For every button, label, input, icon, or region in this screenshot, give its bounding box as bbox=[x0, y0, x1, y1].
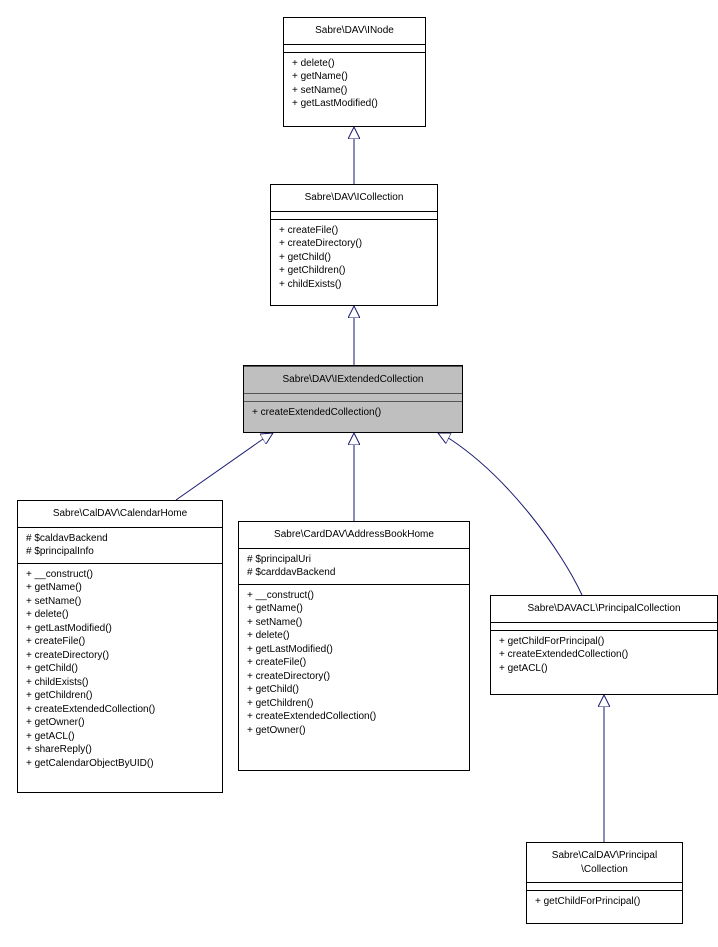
uml-line: + createFile() bbox=[279, 224, 429, 238]
uml-node-calprincipal: Sabre\CalDAV\Principal \Collection + get… bbox=[526, 842, 683, 924]
uml-line: + getLastModified() bbox=[26, 622, 214, 636]
uml-attrs bbox=[491, 622, 717, 630]
uml-line: + delete() bbox=[247, 629, 461, 643]
uml-title: Sabre\DAV\INode bbox=[284, 18, 425, 44]
uml-line: + getName() bbox=[292, 70, 417, 84]
uml-line: + createExtendedCollection() bbox=[247, 710, 461, 724]
uml-methods: + __construct()+ getName()+ setName()+ d… bbox=[18, 563, 222, 775]
uml-line: + getChildren() bbox=[279, 264, 429, 278]
uml-line: + createExtendedCollection() bbox=[499, 648, 709, 662]
uml-line: + getChild() bbox=[247, 683, 461, 697]
uml-line: + getLastModified() bbox=[247, 643, 461, 657]
uml-methods: + __construct()+ getName()+ setName()+ d… bbox=[239, 584, 469, 742]
uml-methods: + createFile()+ createDirectory()+ getCh… bbox=[271, 219, 437, 296]
uml-line: + getName() bbox=[26, 581, 214, 595]
uml-title: Sabre\CardDAV\AddressBookHome bbox=[239, 522, 469, 548]
uml-methods: + delete()+ getName()+ setName()+ getLas… bbox=[284, 52, 425, 115]
uml-line: + getCalendarObjectByUID() bbox=[26, 757, 214, 771]
uml-line: + getName() bbox=[247, 602, 461, 616]
uml-methods: + getChildForPrincipal()+ createExtended… bbox=[491, 630, 717, 680]
uml-line: + getOwner() bbox=[247, 724, 461, 738]
uml-title: Sabre\CalDAV\CalendarHome bbox=[18, 501, 222, 527]
uml-node-inode: Sabre\DAV\INode + delete()+ getName()+ s… bbox=[283, 17, 426, 127]
uml-line: + setName() bbox=[26, 595, 214, 609]
uml-line: + delete() bbox=[292, 57, 417, 71]
uml-line: + createExtendedCollection() bbox=[26, 703, 214, 717]
uml-line: + getChild() bbox=[26, 662, 214, 676]
uml-methods: + getChildForPrincipal() bbox=[527, 890, 682, 913]
uml-line: + getChild() bbox=[279, 251, 429, 265]
uml-edges bbox=[10, 10, 718, 937]
uml-line: + createFile() bbox=[247, 656, 461, 670]
uml-line: + createDirectory() bbox=[247, 670, 461, 684]
uml-node-addressbookhome: Sabre\CardDAV\AddressBookHome # $princip… bbox=[238, 521, 470, 771]
uml-node-principalcollection: Sabre\DAVACL\PrincipalCollection + getCh… bbox=[490, 595, 718, 695]
uml-line: + setName() bbox=[247, 616, 461, 630]
uml-line: + getOwner() bbox=[26, 716, 214, 730]
uml-title: Sabre\DAVACL\PrincipalCollection bbox=[491, 596, 717, 622]
uml-attrs bbox=[271, 211, 437, 219]
uml-node-iextendedcollection: Sabre\DAV\IExtendedCollection + createEx… bbox=[243, 365, 463, 433]
uml-line: + childExists() bbox=[26, 676, 214, 690]
uml-line: + setName() bbox=[292, 84, 417, 98]
uml-title: Sabre\DAV\IExtendedCollection bbox=[244, 366, 462, 393]
uml-line: + createFile() bbox=[26, 635, 214, 649]
uml-line: + createDirectory() bbox=[26, 649, 214, 663]
uml-line: + getChildForPrincipal() bbox=[499, 635, 709, 649]
uml-title: Sabre\CalDAV\Principal \Collection bbox=[527, 843, 682, 882]
uml-line: + getLastModified() bbox=[292, 97, 417, 111]
uml-attrs: # $principalUri# $carddavBackend bbox=[239, 548, 469, 584]
uml-line: # $principalInfo bbox=[26, 545, 214, 559]
uml-attrs: # $caldavBackend# $principalInfo bbox=[18, 527, 222, 563]
uml-methods: + createExtendedCollection() bbox=[244, 401, 462, 424]
uml-line: + shareReply() bbox=[26, 743, 214, 757]
uml-line: + delete() bbox=[26, 608, 214, 622]
uml-node-icollection: Sabre\DAV\ICollection + createFile()+ cr… bbox=[270, 184, 438, 306]
uml-attrs bbox=[284, 44, 425, 52]
uml-line: + createExtendedCollection() bbox=[252, 406, 454, 420]
uml-line: + getChildren() bbox=[26, 689, 214, 703]
uml-line: # $principalUri bbox=[247, 553, 461, 567]
uml-line: + getChildForPrincipal() bbox=[535, 895, 674, 909]
uml-line: + childExists() bbox=[279, 278, 429, 292]
uml-line: + createDirectory() bbox=[279, 237, 429, 251]
uml-line: + __construct() bbox=[247, 589, 461, 603]
uml-line: + getACL() bbox=[26, 730, 214, 744]
uml-line: + __construct() bbox=[26, 568, 214, 582]
uml-title: Sabre\DAV\ICollection bbox=[271, 185, 437, 211]
uml-line: + getACL() bbox=[499, 662, 709, 676]
uml-attrs bbox=[244, 393, 462, 401]
uml-line: # $caldavBackend bbox=[26, 532, 214, 546]
uml-line: + getChildren() bbox=[247, 697, 461, 711]
uml-attrs bbox=[527, 882, 682, 890]
uml-line: # $carddavBackend bbox=[247, 566, 461, 580]
uml-node-calendarhome: Sabre\CalDAV\CalendarHome # $caldavBacke… bbox=[17, 500, 223, 793]
